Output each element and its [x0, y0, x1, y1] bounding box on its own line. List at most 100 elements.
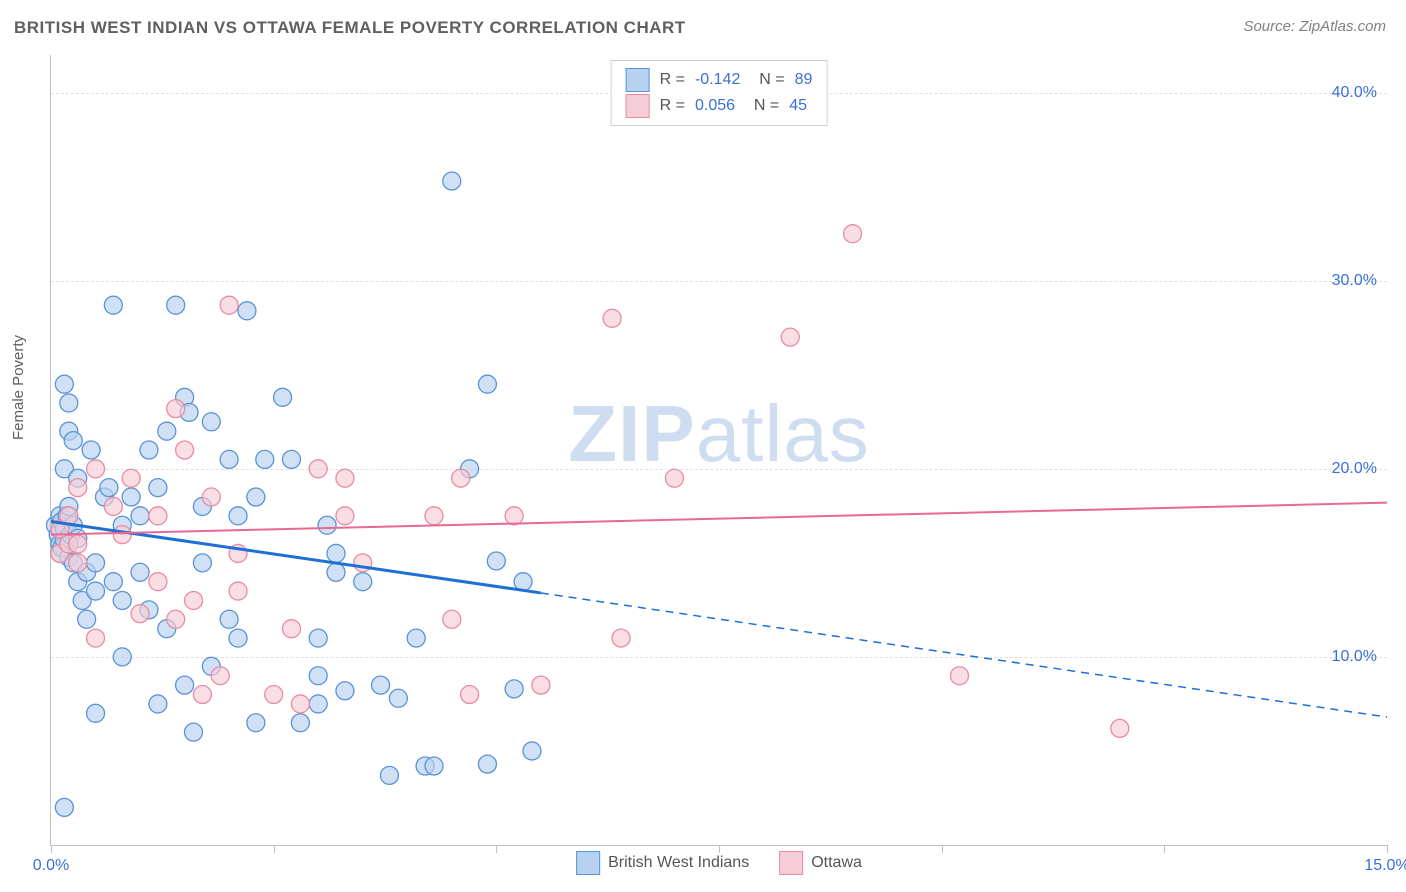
data-point — [185, 723, 203, 741]
data-point — [950, 667, 968, 685]
data-point — [122, 488, 140, 506]
data-point — [185, 591, 203, 609]
series-name-bwi: British West Indians — [608, 854, 749, 872]
data-point — [87, 460, 105, 478]
data-point — [69, 554, 87, 572]
legend-row-bwi: R = -0.142 N = 89 — [626, 67, 813, 93]
x-tick — [274, 845, 275, 853]
data-point — [220, 610, 238, 628]
regression-line — [51, 503, 1387, 535]
data-point — [104, 497, 122, 515]
data-point — [327, 544, 345, 562]
data-point — [87, 704, 105, 722]
x-tick — [1164, 845, 1165, 853]
data-point — [380, 766, 398, 784]
x-tick — [51, 845, 52, 853]
data-point — [131, 563, 149, 581]
swatch-ottawa — [779, 851, 803, 875]
data-point — [64, 432, 82, 450]
swatch-ottawa — [626, 94, 650, 118]
data-point — [282, 450, 300, 468]
data-point — [220, 450, 238, 468]
data-point — [1111, 719, 1129, 737]
data-point — [113, 526, 131, 544]
data-point — [122, 469, 140, 487]
swatch-bwi — [576, 851, 600, 875]
data-point — [282, 620, 300, 638]
data-point — [104, 296, 122, 314]
data-point — [140, 441, 158, 459]
legend-n-label: N = — [750, 67, 784, 93]
data-point — [149, 479, 167, 497]
data-point — [487, 552, 505, 570]
plot-area: ZIPatlas 10.0%20.0%30.0%40.0% 0.0%15.0% … — [50, 55, 1387, 846]
x-tick — [942, 845, 943, 853]
data-point — [104, 573, 122, 591]
data-point — [336, 682, 354, 700]
data-point — [781, 328, 799, 346]
data-point — [256, 450, 274, 468]
legend-row-ottawa: R = 0.056 N = 45 — [626, 93, 813, 119]
legend-r-value-bwi: -0.142 — [695, 67, 740, 93]
data-point — [532, 676, 550, 694]
data-point — [167, 610, 185, 628]
data-point — [309, 629, 327, 647]
data-point — [291, 695, 309, 713]
scatter-plot — [51, 55, 1387, 845]
data-point — [665, 469, 683, 487]
data-point — [211, 667, 229, 685]
data-point — [167, 296, 185, 314]
data-point — [478, 755, 496, 773]
x-tick — [496, 845, 497, 853]
data-point — [131, 605, 149, 623]
data-point — [354, 573, 372, 591]
data-point — [176, 441, 194, 459]
legend-r-label: R = — [660, 67, 685, 93]
data-point — [327, 563, 345, 581]
data-point — [202, 413, 220, 431]
y-axis-label: Female Poverty — [10, 335, 27, 440]
data-point — [113, 648, 131, 666]
data-point — [372, 676, 390, 694]
x-tick-label: 0.0% — [33, 857, 69, 875]
data-point — [229, 582, 247, 600]
chart-title: BRITISH WEST INDIAN VS OTTAWA FEMALE POV… — [14, 18, 686, 38]
data-point — [425, 507, 443, 525]
data-point — [69, 535, 87, 553]
data-point — [443, 172, 461, 190]
data-point — [291, 714, 309, 732]
regression-line-extrapolated — [541, 593, 1387, 717]
data-point — [389, 689, 407, 707]
legend-n-label: N = — [745, 93, 779, 119]
data-point — [505, 507, 523, 525]
data-point — [478, 375, 496, 393]
data-point — [844, 225, 862, 243]
data-point — [318, 516, 336, 534]
data-point — [193, 554, 211, 572]
data-point — [69, 479, 87, 497]
data-point — [336, 469, 354, 487]
data-point — [55, 375, 73, 393]
x-tick-label: 15.0% — [1364, 857, 1406, 875]
data-point — [265, 686, 283, 704]
data-point — [523, 742, 541, 760]
data-point — [100, 479, 118, 497]
data-point — [309, 667, 327, 685]
data-point — [167, 400, 185, 418]
data-point — [274, 388, 292, 406]
swatch-bwi — [626, 68, 650, 92]
data-point — [55, 798, 73, 816]
data-point — [309, 460, 327, 478]
data-point — [229, 507, 247, 525]
series-legend: British West Indians Ottawa — [576, 851, 862, 875]
data-point — [131, 507, 149, 525]
data-point — [60, 394, 78, 412]
data-point — [113, 591, 131, 609]
data-point — [603, 309, 621, 327]
data-point — [149, 695, 167, 713]
data-point — [176, 676, 194, 694]
legend-item-ottawa: Ottawa — [779, 851, 862, 875]
data-point — [238, 302, 256, 320]
data-point — [336, 507, 354, 525]
data-point — [229, 629, 247, 647]
